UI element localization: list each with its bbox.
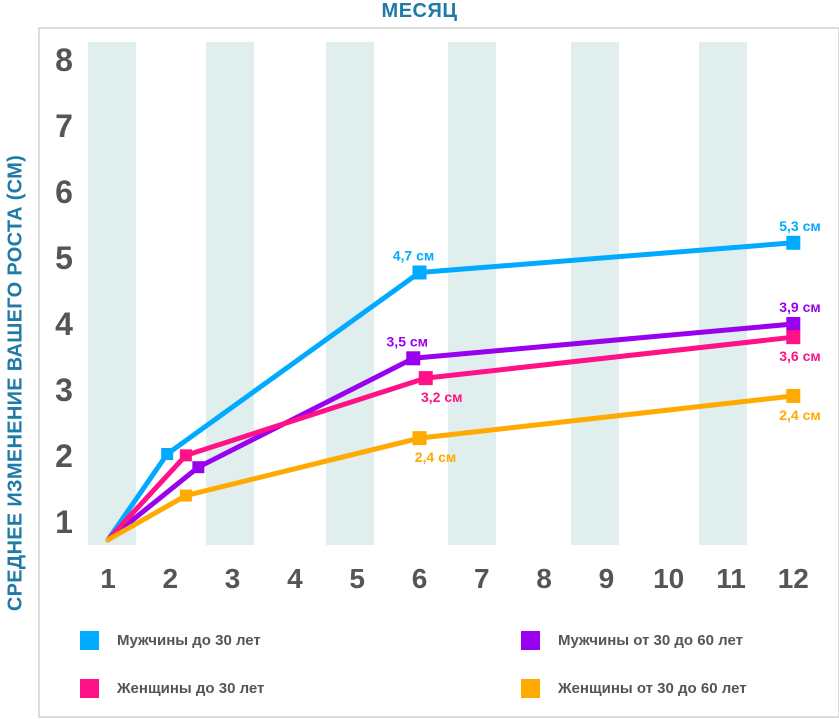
x-tick-label-5: 5 — [349, 563, 365, 594]
series-3-point-2 — [179, 449, 192, 462]
series-4-data-label-1: 2,4 см — [415, 449, 457, 465]
legend-swatch-women-30-60 — [521, 679, 540, 698]
grid-band-3 — [326, 42, 374, 545]
y-tick-label-4: 4 — [55, 306, 73, 342]
legend-item-men-under-30: Мужчины до 30 лет — [80, 631, 261, 650]
y-tick-label-2: 2 — [55, 438, 73, 474]
legend-item-men-30-60: Мужчины от 30 до 60 лет — [521, 631, 743, 650]
grid-band-6 — [699, 42, 747, 545]
series-4-point-3 — [412, 431, 427, 446]
series-2-point-2 — [192, 461, 205, 474]
series-line-3 — [105, 334, 796, 543]
x-tick-label-1: 1 — [100, 563, 116, 594]
series-1-data-label-2: 5,3 см — [779, 218, 821, 234]
series-line-1 — [105, 240, 796, 543]
x-tick-label-6: 6 — [412, 563, 428, 594]
chart-frame — [38, 27, 839, 718]
x-tick-label-10: 10 — [653, 563, 684, 594]
legend-item-women-30-60: Женщины от 30 до 60 лет — [521, 679, 747, 698]
series-1-point-3 — [412, 265, 427, 280]
series-2-point-4 — [786, 316, 801, 331]
series-line-4 — [105, 393, 796, 543]
x-tick-label-4: 4 — [287, 563, 303, 594]
x-tick-label-2: 2 — [163, 563, 179, 594]
series-1-data-label-1: 4,7 см — [393, 248, 435, 264]
series-3-data-label-1: 3,2 см — [421, 389, 463, 405]
legend-label-women-30-60: Женщины от 30 до 60 лет — [558, 680, 747, 697]
legend-label-men-under-30: Мужчины до 30 лет — [117, 632, 261, 649]
x-axis-title: МЕСЯЦ — [381, 0, 458, 22]
legend-swatch-men-30-60 — [521, 631, 540, 650]
series-3-point-4 — [786, 330, 801, 345]
series-4-point-2 — [179, 489, 192, 502]
series-3-data-label-2: 3,6 см — [779, 348, 821, 364]
legend-label-men-30-60: Мужчины от 30 до 60 лет — [558, 632, 743, 649]
y-tick-label-8: 8 — [55, 42, 73, 78]
series-1-point-4 — [786, 235, 801, 250]
y-tick-label-7: 7 — [55, 108, 73, 144]
y-tick-label-3: 3 — [55, 372, 73, 408]
x-tick-label-3: 3 — [225, 563, 241, 594]
series-4-point-4 — [786, 388, 801, 403]
grid-band-1 — [88, 42, 136, 545]
x-tick-label-12: 12 — [778, 563, 809, 594]
grid-band-4 — [448, 42, 496, 545]
grid-band-2 — [206, 42, 254, 545]
series-4-data-label-2: 2,4 см — [779, 407, 821, 423]
series-1-point-2 — [161, 448, 174, 460]
series-2-point-3 — [406, 351, 421, 366]
series-3-point-3 — [418, 371, 433, 386]
series-2-data-label-2: 3,9 см — [779, 299, 821, 315]
x-tick-label-9: 9 — [599, 563, 615, 594]
legend-label-women-under-30: Женщины до 30 лет — [117, 680, 265, 697]
legend-swatch-men-under-30 — [80, 631, 99, 650]
grid-band-5 — [571, 42, 619, 545]
series-2-data-label-1: 3,5 см — [387, 333, 429, 349]
x-tick-label-11: 11 — [716, 563, 746, 594]
legend-swatch-women-under-30 — [80, 679, 99, 698]
x-tick-label-8: 8 — [536, 563, 552, 594]
y-tick-label-6: 6 — [55, 174, 73, 210]
y-tick-label-1: 1 — [55, 504, 73, 540]
y-tick-label-5: 5 — [55, 240, 73, 276]
x-tick-label-7: 7 — [474, 563, 490, 594]
legend-item-women-under-30: Женщины до 30 лет — [80, 679, 264, 698]
series-line-2 — [105, 321, 796, 543]
